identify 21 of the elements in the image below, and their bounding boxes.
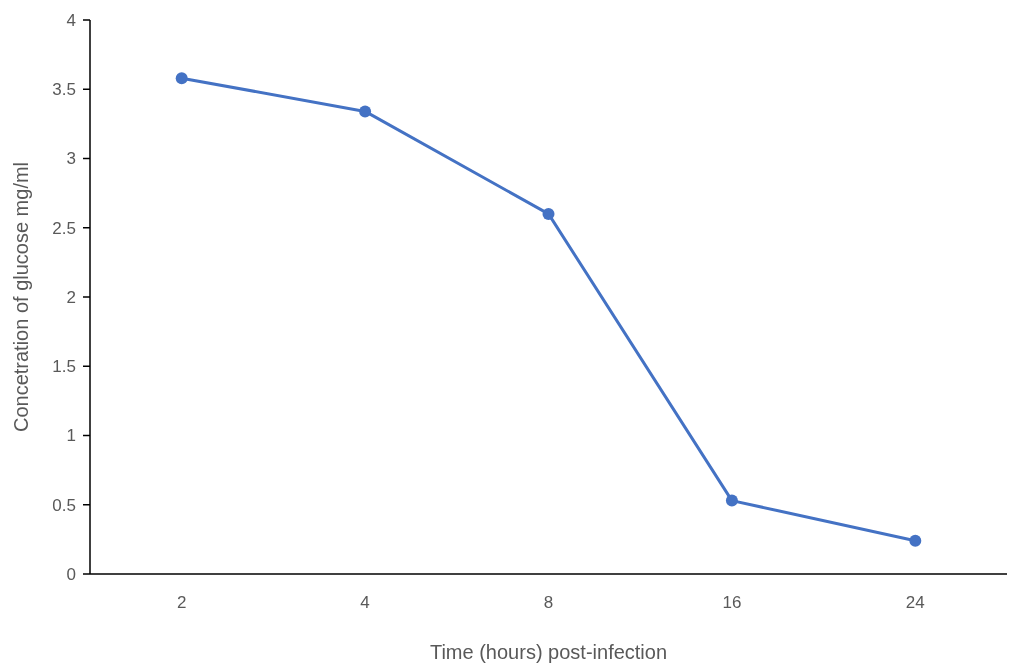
y-axis-title: Concetration of glucose mg/ml [10, 161, 32, 433]
x-tick-label: 8 [543, 593, 554, 612]
x-axis-title: Time (hours) post-infection [429, 641, 668, 663]
x-tick-label: 16 [722, 593, 742, 612]
y-tick-label: 0 [66, 564, 76, 584]
point [725, 494, 738, 507]
point [175, 72, 188, 85]
point [542, 207, 555, 220]
x-tick-label: 2 [176, 593, 187, 612]
y-tick-label: 0.5 [52, 495, 76, 515]
y-tick-label: 4 [66, 10, 76, 30]
y-tick-label: 3 [66, 149, 76, 169]
point [909, 534, 922, 547]
y-tick-label: 1 [66, 426, 76, 446]
y-tick-label: 2 [66, 287, 76, 307]
y-tick-label: 3.5 [52, 80, 76, 100]
y-tick-label: 2.5 [52, 218, 76, 238]
x-tick-label: 4 [360, 593, 370, 612]
x-tick-label: 24 [905, 593, 925, 612]
y-tick-label: 1.5 [52, 357, 76, 377]
point [359, 105, 372, 118]
